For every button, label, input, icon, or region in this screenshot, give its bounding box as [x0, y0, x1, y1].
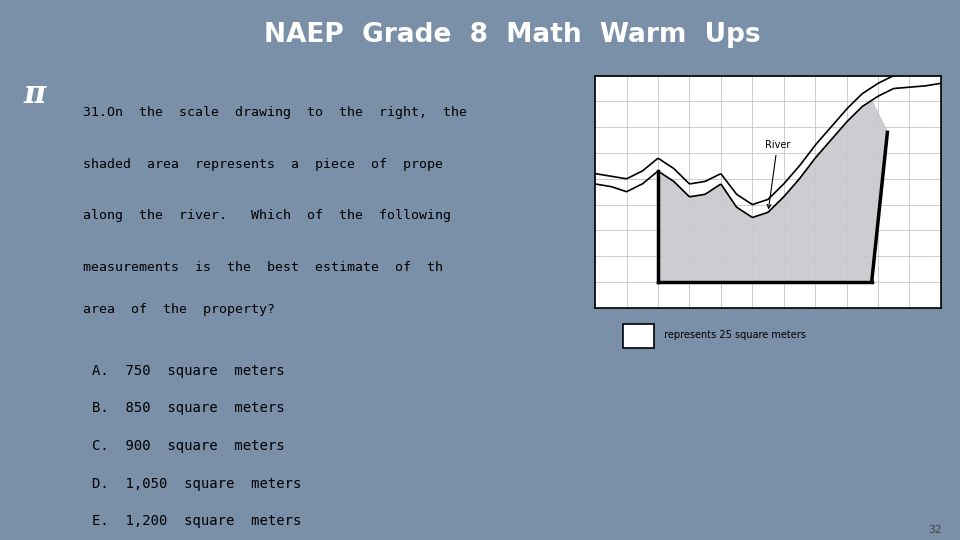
- Text: 31.On  the  scale  drawing  to  the  right,  the: 31.On the scale drawing to the right, th…: [84, 106, 468, 119]
- Text: C.  900  square  meters: C. 900 square meters: [92, 439, 285, 453]
- Text: π: π: [24, 79, 46, 110]
- Text: D.  1,050  square  meters: D. 1,050 square meters: [92, 477, 301, 491]
- Text: 32: 32: [928, 525, 942, 535]
- Bar: [623, 324, 654, 348]
- Text: measurements  is  the  best  estimate  of  th: measurements is the best estimate of th: [84, 261, 444, 274]
- Text: area  of  the  property?: area of the property?: [84, 303, 276, 316]
- Text: A.  750  square  meters: A. 750 square meters: [92, 364, 285, 378]
- Polygon shape: [658, 100, 887, 282]
- Text: E.  1,200  square  meters: E. 1,200 square meters: [92, 514, 301, 528]
- Text: represents 25 square meters: represents 25 square meters: [660, 330, 805, 340]
- Text: B.  850  square  meters: B. 850 square meters: [92, 401, 285, 415]
- Text: River: River: [765, 140, 790, 208]
- Text: shaded  area  represents  a  piece  of  prope: shaded area represents a piece of prope: [84, 158, 444, 171]
- Text: along  the  river.   Which  of  the  following: along the river. Which of the following: [84, 210, 451, 222]
- Text: NAEP  Grade  8  Math  Warm  Ups: NAEP Grade 8 Math Warm Ups: [264, 22, 761, 48]
